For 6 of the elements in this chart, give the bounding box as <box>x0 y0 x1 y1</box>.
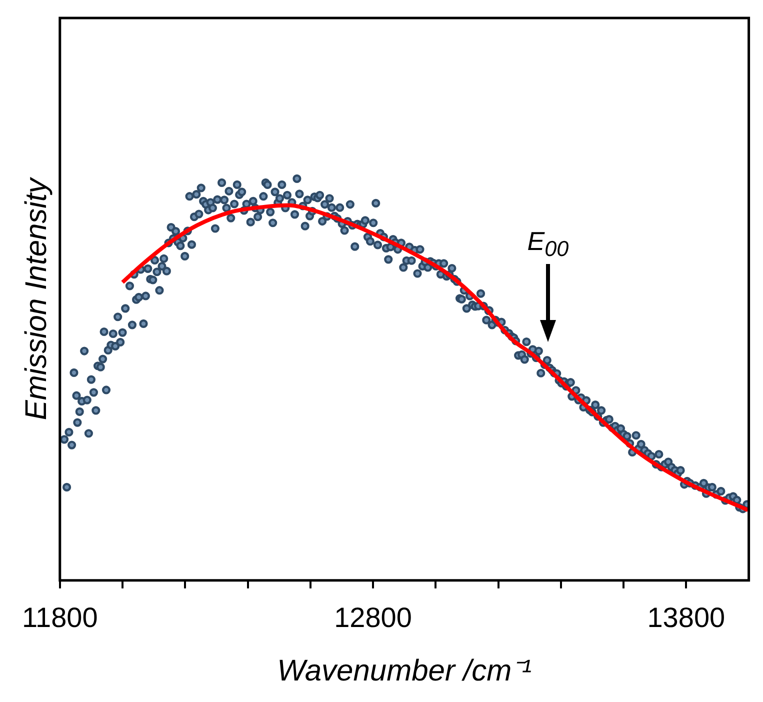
x-tick-label: 12800 <box>334 602 412 633</box>
y-axis-title: Emission Intensity <box>20 176 54 420</box>
x-tick-label: 13800 <box>647 602 726 633</box>
x-tick-label: 11800 <box>22 602 98 633</box>
annotation: E$_{00}$ <box>526 226 570 262</box>
x-axis-title: Wavenumber /cm⁻¹ <box>277 654 532 688</box>
